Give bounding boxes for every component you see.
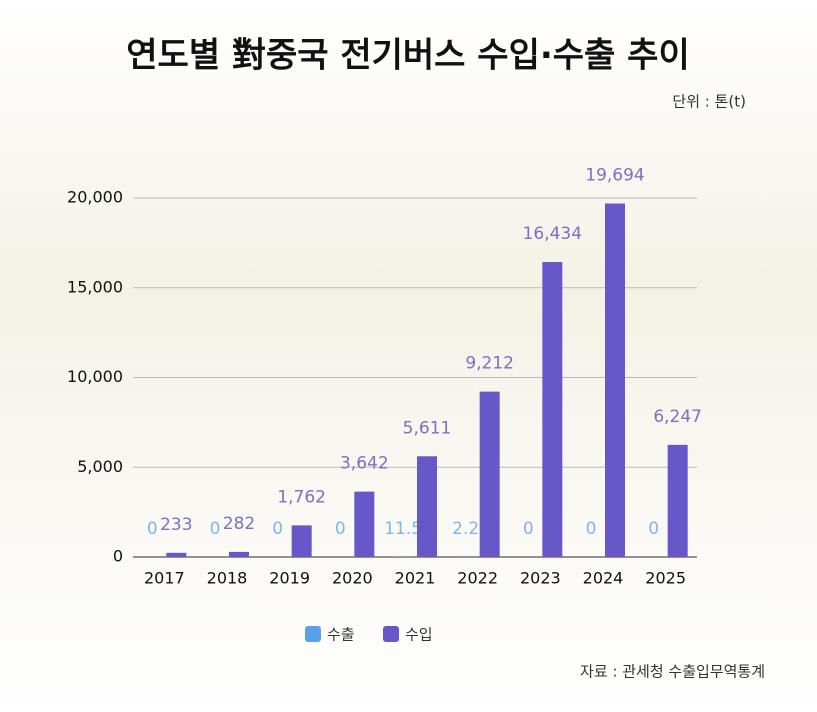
bar bbox=[229, 551, 249, 557]
value-label: 5,611 bbox=[403, 418, 452, 438]
x-tick-label: 2018 bbox=[207, 569, 248, 588]
bar bbox=[542, 262, 563, 557]
chart-title: 연도별 對중국 전기버스 수입·수출 추이 bbox=[126, 36, 689, 76]
value-label: 3,642 bbox=[340, 454, 389, 474]
value-label: 0 bbox=[586, 519, 597, 539]
value-label: 0 bbox=[523, 519, 534, 539]
value-label: 282 bbox=[223, 514, 255, 534]
x-tick-label: 2020 bbox=[332, 569, 373, 588]
y-tick-label: 5,000 bbox=[77, 457, 123, 476]
value-label: 16,434 bbox=[523, 224, 582, 244]
legend-swatch bbox=[305, 626, 321, 642]
y-tick-label: 10,000 bbox=[67, 367, 123, 386]
bar bbox=[479, 391, 500, 557]
value-label: 0 bbox=[335, 519, 346, 539]
x-tick-label: 2022 bbox=[457, 569, 498, 588]
bar bbox=[417, 456, 437, 557]
value-label: 19,694 bbox=[585, 165, 644, 185]
value-label: 0 bbox=[648, 519, 659, 539]
y-tick-label: 20,000 bbox=[67, 188, 123, 207]
x-tick-label: 2023 bbox=[520, 569, 561, 588]
bar bbox=[291, 525, 312, 557]
y-tick-label: 0 bbox=[113, 547, 123, 566]
bar bbox=[166, 552, 187, 557]
value-label: 2.2 bbox=[452, 519, 479, 539]
bar bbox=[605, 203, 625, 557]
x-tick-label: 2019 bbox=[269, 569, 310, 588]
legend-swatch bbox=[383, 626, 399, 642]
value-label: 233 bbox=[160, 515, 192, 535]
legend-label: 수입 bbox=[405, 626, 433, 644]
unit-label: 단위 : 톤(t) bbox=[672, 93, 746, 111]
value-label: 0 bbox=[210, 519, 221, 539]
y-tick-label: 15,000 bbox=[67, 277, 123, 296]
x-tick-label: 2021 bbox=[395, 569, 436, 588]
value-label: 11.5 bbox=[384, 519, 422, 539]
x-tick-label: 2025 bbox=[645, 569, 686, 588]
source-label: 자료 : 관세청 수출입무역통계 bbox=[580, 663, 765, 681]
value-label: 1,762 bbox=[277, 487, 326, 507]
value-label: 0 bbox=[147, 519, 158, 539]
legend-label: 수출 bbox=[327, 626, 355, 644]
x-tick-label: 2017 bbox=[144, 569, 185, 588]
value-label: 9,212 bbox=[465, 354, 514, 374]
x-tick-label: 2024 bbox=[583, 569, 624, 588]
value-label: 0 bbox=[272, 519, 283, 539]
bar bbox=[667, 444, 688, 557]
bar bbox=[354, 491, 375, 557]
value-label: 6,247 bbox=[653, 407, 702, 427]
